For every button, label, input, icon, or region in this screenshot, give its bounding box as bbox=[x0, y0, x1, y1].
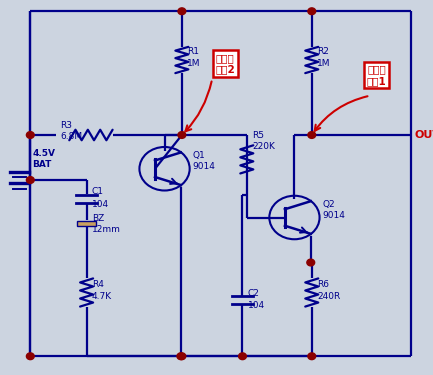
Text: 220K: 220K bbox=[252, 142, 275, 151]
Text: 240R: 240R bbox=[317, 292, 340, 301]
Circle shape bbox=[26, 177, 34, 183]
Text: 9014: 9014 bbox=[323, 210, 346, 219]
Text: 6.8M: 6.8M bbox=[61, 132, 83, 141]
Text: R4: R4 bbox=[92, 280, 103, 289]
Text: R1: R1 bbox=[187, 47, 199, 56]
Text: BZ: BZ bbox=[92, 214, 104, 223]
Text: 示波器
通道1: 示波器 通道1 bbox=[367, 64, 387, 86]
Circle shape bbox=[239, 353, 246, 360]
Text: OUT: OUT bbox=[415, 130, 433, 140]
Text: 104: 104 bbox=[248, 301, 265, 310]
Circle shape bbox=[178, 353, 186, 360]
Bar bbox=[77, 220, 96, 226]
Circle shape bbox=[178, 8, 186, 15]
Text: R6: R6 bbox=[317, 280, 329, 289]
Text: 9014: 9014 bbox=[193, 162, 216, 171]
Text: R2: R2 bbox=[317, 47, 329, 56]
Text: R3: R3 bbox=[61, 121, 73, 130]
Text: C2: C2 bbox=[248, 289, 259, 298]
Circle shape bbox=[26, 132, 34, 138]
Text: 1M: 1M bbox=[187, 59, 200, 68]
Text: R5: R5 bbox=[252, 130, 264, 140]
Text: C1: C1 bbox=[92, 188, 104, 196]
Text: BAT: BAT bbox=[32, 160, 52, 170]
Circle shape bbox=[178, 132, 186, 138]
Circle shape bbox=[308, 353, 316, 360]
Circle shape bbox=[308, 132, 316, 138]
Circle shape bbox=[177, 353, 185, 360]
Text: Q2: Q2 bbox=[323, 200, 335, 209]
Circle shape bbox=[26, 353, 34, 360]
Circle shape bbox=[307, 259, 315, 266]
Text: 示波器
通道2: 示波器 通道2 bbox=[215, 53, 235, 75]
Text: Q1: Q1 bbox=[193, 151, 205, 160]
Text: 1M: 1M bbox=[317, 59, 330, 68]
Text: 12mm: 12mm bbox=[92, 225, 121, 234]
Text: 4.7K: 4.7K bbox=[92, 292, 112, 301]
Text: 104: 104 bbox=[92, 200, 109, 209]
Text: 4.5V: 4.5V bbox=[32, 149, 55, 158]
Circle shape bbox=[308, 8, 316, 15]
